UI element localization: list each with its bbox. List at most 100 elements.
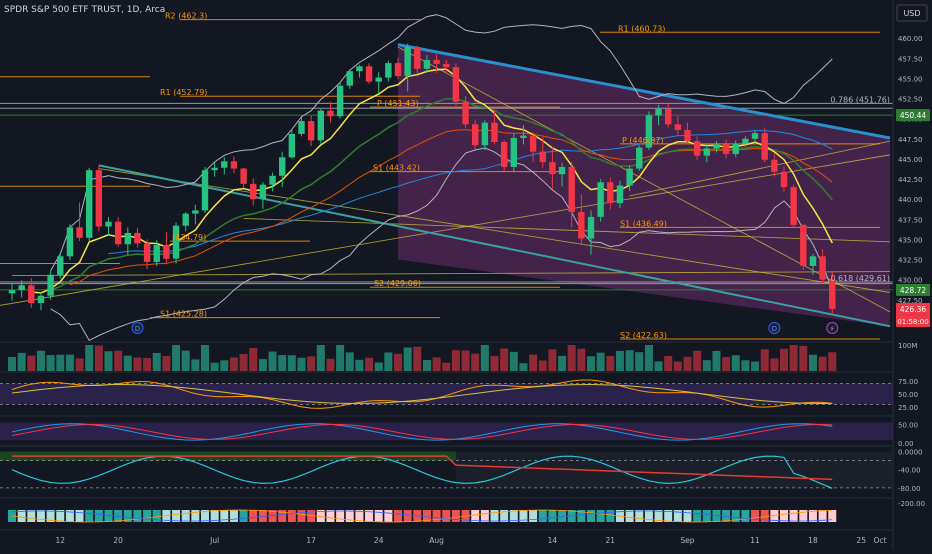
candle-body: [250, 183, 257, 200]
histogram-bar: [644, 510, 653, 522]
histogram-bar: [123, 510, 132, 522]
x-axis-label: 17: [306, 536, 316, 545]
volume-bar: [654, 361, 663, 371]
histogram-bar: [635, 510, 644, 522]
candle-body: [163, 245, 170, 259]
histogram-bar: [27, 510, 36, 522]
volume-bar: [249, 348, 258, 371]
histogram-bar: [722, 510, 731, 522]
price-badge: [896, 302, 930, 315]
price-tick-label: 460.00: [898, 35, 923, 43]
candle-body: [221, 161, 228, 168]
histogram-bar: [664, 510, 673, 522]
volume-bar: [702, 360, 711, 371]
price-tick-label: 435.00: [898, 236, 923, 244]
volume-bar: [27, 355, 36, 371]
sma-line: [108, 130, 833, 254]
candle-body: [134, 232, 141, 244]
stoch-band: [0, 422, 893, 441]
candle-body: [192, 210, 199, 214]
symbol-title[interactable]: SPDR S&P 500 ETF TRUST, 1D, Arca: [4, 5, 166, 15]
volume-bar: [596, 352, 605, 371]
rsi-tick-label: 50.00: [898, 391, 918, 399]
candle-body: [172, 225, 180, 259]
histogram-bar: [432, 510, 441, 522]
histogram-bar: [191, 510, 200, 522]
candle-body: [153, 245, 160, 262]
candle-body: [674, 124, 682, 130]
event-marker: [826, 322, 839, 334]
candle-body: [636, 147, 643, 169]
histogram-bar: [538, 510, 547, 522]
pivot-level-label: (434.79): [172, 233, 206, 242]
volume-bar: [780, 348, 788, 371]
candle-body: [66, 227, 74, 257]
volume-bar: [220, 360, 229, 371]
candle-body: [578, 212, 585, 239]
histogram-bar: [181, 510, 190, 522]
candle-body: [269, 175, 276, 185]
volume-bar: [65, 354, 74, 371]
candle-body: [394, 63, 402, 76]
volume-bar: [799, 345, 808, 371]
candle-body: [607, 182, 614, 204]
histogram-bar: [345, 510, 354, 522]
candle-body: [423, 59, 431, 69]
histogram-bar: [625, 510, 634, 522]
price-tick-label: 445.00: [898, 156, 923, 164]
volume-bar: [17, 352, 26, 371]
volume-bar: [133, 357, 142, 371]
candle-body: [211, 167, 218, 171]
rsi-ma-line: [11, 384, 833, 404]
williams-line: [11, 455, 833, 489]
volume-bar: [143, 358, 152, 371]
yellow-trend-line: [629, 140, 891, 197]
candle-body: [597, 182, 604, 217]
williams-tick-label: -40.00: [898, 467, 921, 475]
countdown-label: 01:58:00: [897, 318, 928, 326]
x-axis-label: Sep: [680, 536, 694, 545]
volume-bar: [683, 356, 692, 371]
x-axis-label: 25: [856, 536, 866, 545]
candle-body: [259, 184, 267, 200]
candle-body: [491, 122, 498, 142]
volume-bar: [278, 355, 287, 371]
volume-bar: [336, 345, 345, 371]
histogram-bar: [741, 510, 750, 522]
histogram-bar: [403, 510, 412, 522]
volume-bar: [567, 345, 576, 371]
candle-body: [462, 101, 469, 125]
volume-bar: [722, 356, 731, 371]
rsi-tick-label: 75.00: [898, 378, 918, 386]
volume-bar: [201, 345, 209, 371]
candle-body: [510, 137, 517, 167]
histogram-bar: [519, 510, 528, 522]
histogram-bar: [780, 510, 788, 522]
volume-bar: [239, 353, 248, 371]
currency-box: [896, 4, 928, 22]
price-tick-label: 442.50: [898, 176, 923, 184]
rsi-tick-label: 25.00: [898, 404, 918, 412]
volume-bar: [172, 345, 181, 371]
candle-body: [529, 135, 537, 152]
countdown-badge: [896, 314, 930, 327]
histogram-bar: [287, 510, 296, 522]
histogram-bar: [65, 510, 74, 522]
volume-bar: [287, 355, 296, 371]
volume-bar: [577, 348, 586, 371]
volume-bar: [741, 360, 750, 371]
volume-bar: [625, 350, 634, 371]
histogram-bar: [220, 510, 229, 522]
candle-body: [114, 221, 122, 245]
candle-body: [645, 115, 653, 148]
ema-slow-line: [50, 97, 833, 291]
volume-bar: [94, 345, 103, 371]
histogram-bar: [712, 510, 721, 522]
currency-label: USD: [903, 9, 920, 18]
volume-bar: [635, 352, 644, 371]
x-axis-label: Jul: [209, 536, 219, 545]
volume-bar: [587, 356, 595, 371]
candle-body: [616, 185, 624, 204]
histogram-bar: [46, 510, 55, 522]
